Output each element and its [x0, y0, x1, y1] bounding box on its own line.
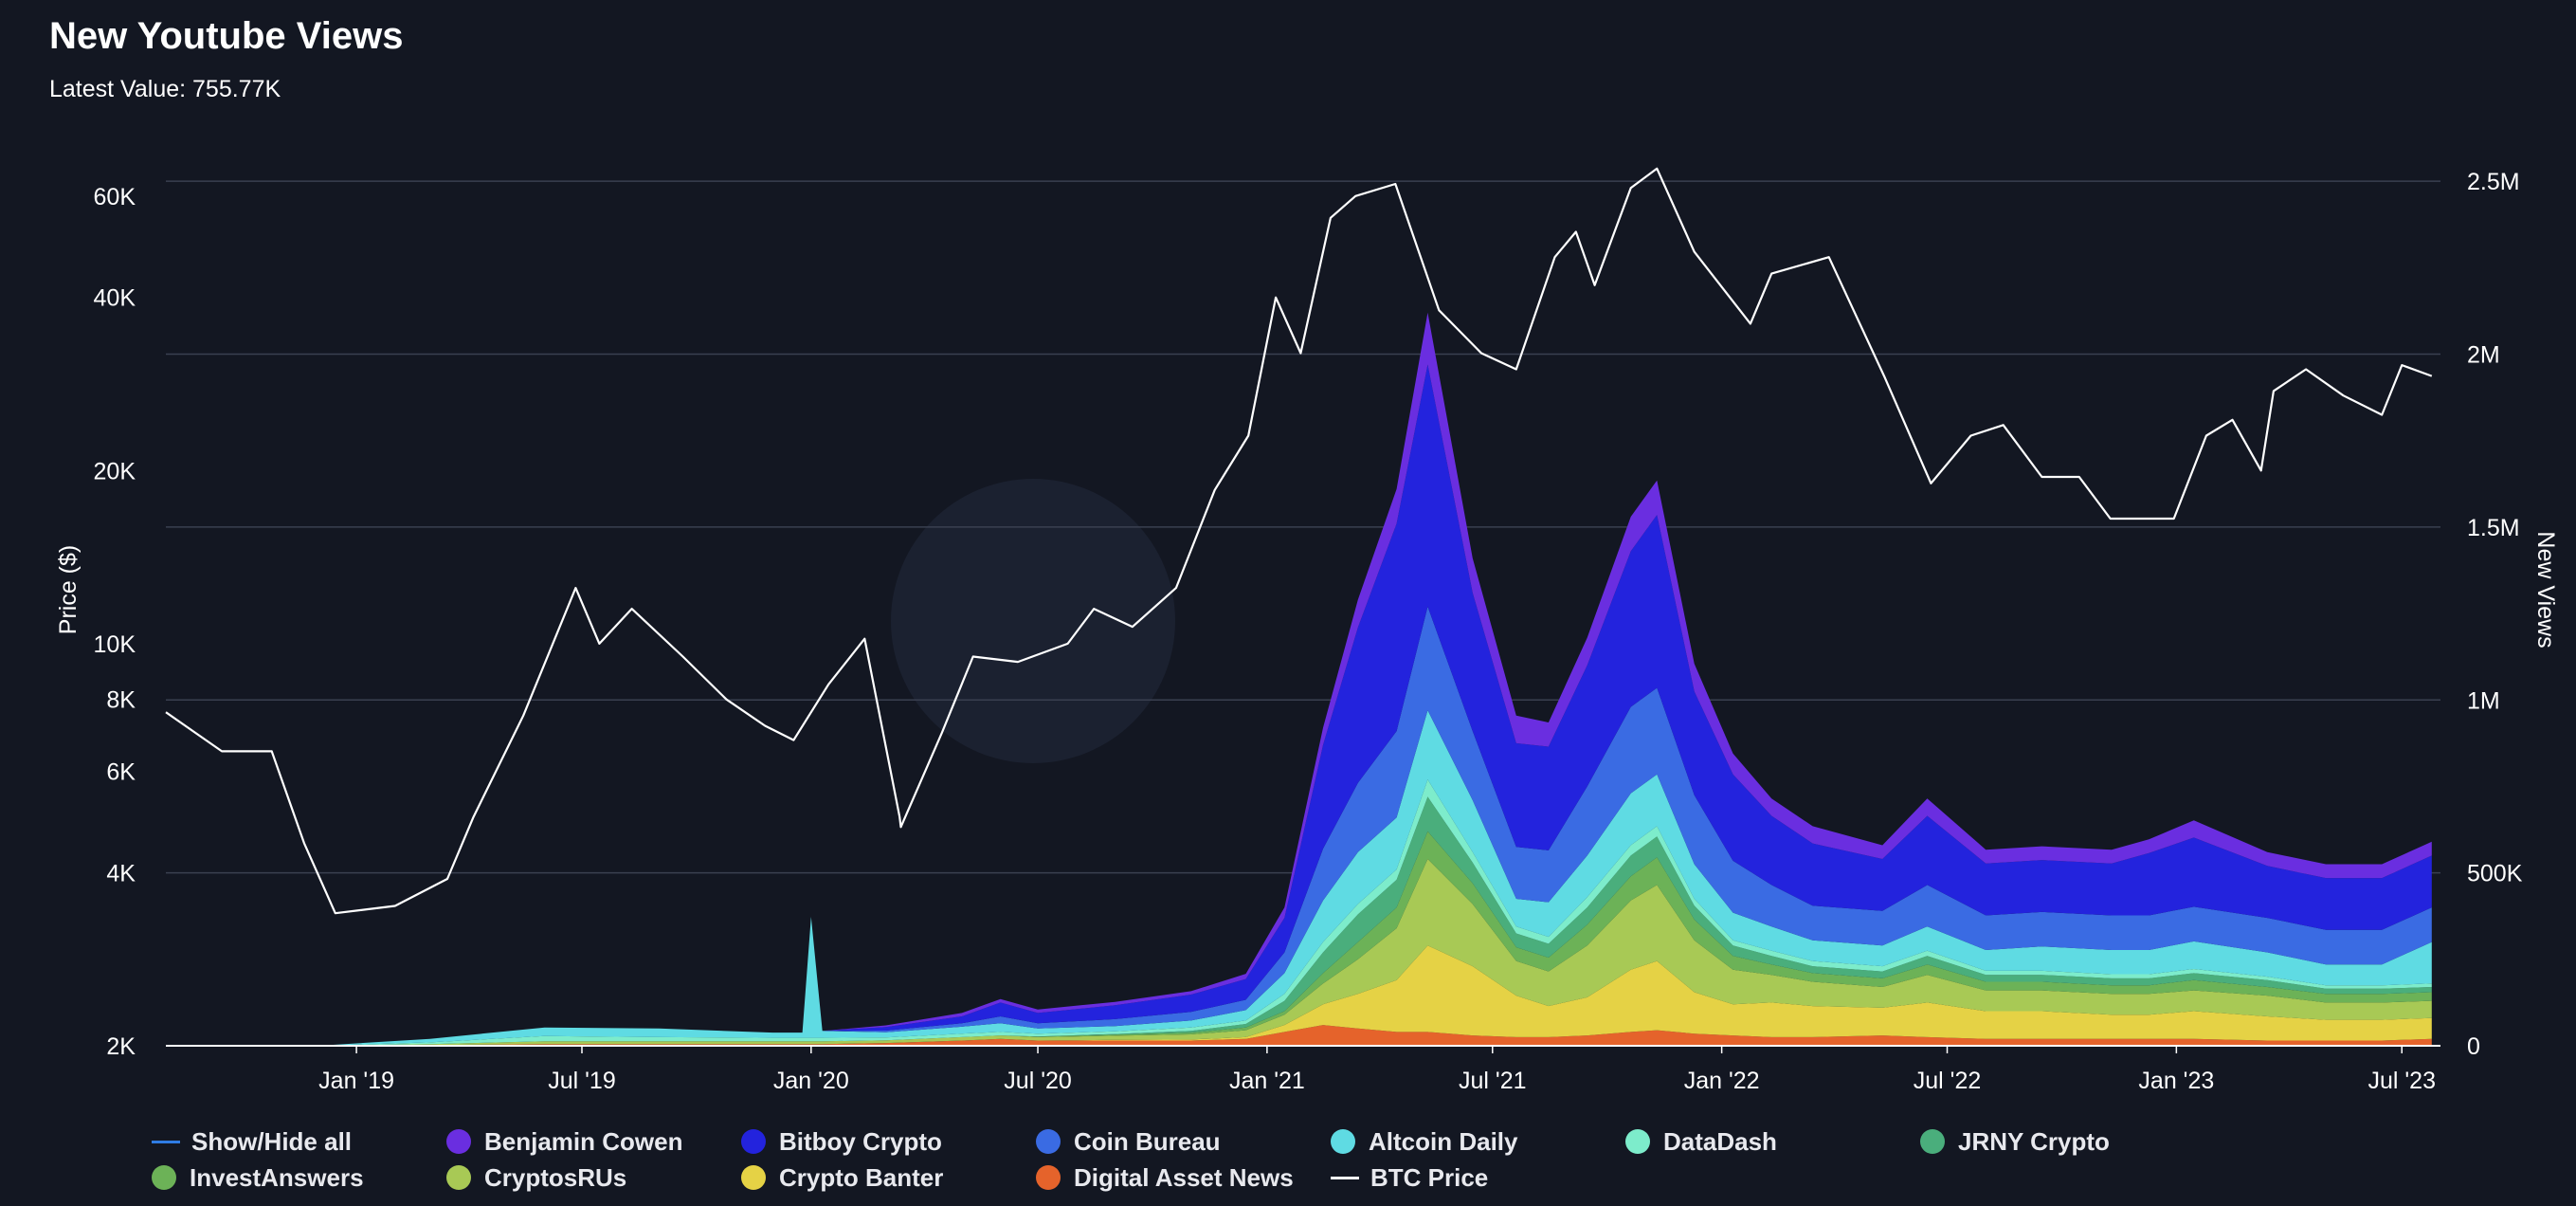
right-tick-label: 1M — [2467, 687, 2500, 714]
area-series — [166, 796, 2432, 1046]
legend-item-show-hide-all[interactable]: Show/Hide all — [152, 1126, 446, 1157]
x-tick-label: Jul '21 — [1459, 1068, 1526, 1094]
x-tick-label: Jan '22 — [1684, 1068, 1760, 1094]
legend-label: Digital Asset News — [1074, 1162, 1294, 1192]
x-tick-label: Jan '21 — [1229, 1068, 1305, 1094]
watermark-logo — [891, 479, 1175, 763]
legend-label: Show/Hide all — [191, 1126, 353, 1156]
x-tick-label: Jan '19 — [318, 1068, 394, 1094]
right-axis-title: New Views — [2532, 531, 2559, 648]
left-tick-label: 40K — [94, 285, 136, 312]
legend-label: Coin Bureau — [1074, 1126, 1221, 1156]
left-axis-title: Price ($) — [55, 545, 82, 634]
legend-dot-icon — [1625, 1129, 1650, 1154]
area-series — [166, 859, 2432, 1046]
area-series — [166, 831, 2432, 1046]
legend-item-benjamin-cowen[interactable]: Benjamin Cowen — [446, 1126, 741, 1157]
right-tick-label: 2.5M — [2467, 169, 2520, 195]
x-tick-label: Jul '19 — [548, 1068, 615, 1094]
legend-label: Crypto Banter — [779, 1162, 944, 1192]
legend-item-bitboy-crypto[interactable]: Bitboy Crypto — [741, 1126, 1036, 1157]
left-tick-label: 8K — [106, 687, 136, 714]
left-tick-label: 20K — [94, 458, 136, 484]
legend-item-investanswers[interactable]: InvestAnswers — [152, 1162, 446, 1193]
legend-dot-icon — [446, 1129, 471, 1154]
legend-label: Benjamin Cowen — [484, 1126, 683, 1156]
left-tick-label: 10K — [94, 631, 136, 658]
right-tick-label: 1.5M — [2467, 515, 2520, 541]
latest-value: Latest Value: 755.77K — [49, 76, 281, 102]
x-tick-label: Jul '23 — [2368, 1068, 2436, 1094]
legend-dot-icon — [1920, 1129, 1945, 1154]
legend-label: Altcoin Daily — [1369, 1126, 1518, 1156]
legend-label: DataDash — [1663, 1126, 1777, 1156]
chart-title: New Youtube Views — [49, 15, 404, 57]
legend-label: InvestAnswers — [190, 1162, 364, 1192]
left-tick-label: 60K — [94, 184, 136, 210]
legend-item-coin-bureau[interactable]: Coin Bureau — [1036, 1126, 1331, 1157]
legend-item-datadash[interactable]: DataDash — [1625, 1126, 1920, 1157]
legend-dot-icon — [741, 1129, 766, 1154]
legend-item-jrny-crypto[interactable]: JRNY Crypto — [1920, 1126, 2176, 1157]
legend-dot-icon — [152, 1165, 176, 1190]
legend-label: CryptosRUs — [484, 1162, 627, 1192]
legend-item-btc-price[interactable]: BTC Price — [1331, 1162, 1625, 1193]
legend-line-icon — [1331, 1176, 1359, 1179]
right-tick-label: 2M — [2467, 342, 2500, 369]
legend-item-altcoin-daily[interactable]: Altcoin Daily — [1331, 1126, 1625, 1157]
legend-dot-icon — [1036, 1129, 1061, 1154]
area-series — [166, 1025, 2432, 1046]
legend-item-cryptosrus[interactable]: CryptosRUs — [446, 1162, 741, 1193]
chart-legend: Show/Hide all Benjamin Cowen Bitboy Crypto… — [152, 1126, 2445, 1193]
area-series — [166, 364, 2432, 1046]
area-series — [166, 606, 2432, 1046]
legend-label: BTC Price — [1370, 1162, 1489, 1192]
area-series — [166, 710, 2432, 1046]
right-tick-label: 500K — [2467, 861, 2523, 887]
left-tick-label: 4K — [106, 860, 136, 886]
btc-price-line — [165, 167, 2433, 915]
x-tick-label: Jan '20 — [773, 1068, 849, 1094]
legend-label: JRNY Crypto — [1958, 1126, 2110, 1156]
legend-item-digital-asset-news[interactable]: Digital Asset News — [1036, 1162, 1331, 1193]
legend-dot-icon — [446, 1165, 471, 1190]
left-tick-label: 6K — [106, 759, 136, 786]
x-tick-label: Jul '20 — [1004, 1068, 1071, 1094]
x-tick-label: Jul '22 — [1914, 1068, 1981, 1094]
legend-line-icon — [152, 1140, 180, 1143]
legend-dot-icon — [741, 1165, 766, 1190]
legend-label: Bitboy Crypto — [779, 1126, 942, 1156]
area-series — [166, 945, 2432, 1046]
x-tick-label: Jan '23 — [2138, 1068, 2214, 1094]
legend-dot-icon — [1331, 1129, 1355, 1154]
left-tick-label: 2K — [106, 1033, 136, 1060]
right-tick-label: 0 — [2467, 1033, 2480, 1060]
legend-dot-icon — [1036, 1165, 1061, 1190]
legend-item-crypto-banter[interactable]: Crypto Banter — [741, 1162, 1036, 1193]
